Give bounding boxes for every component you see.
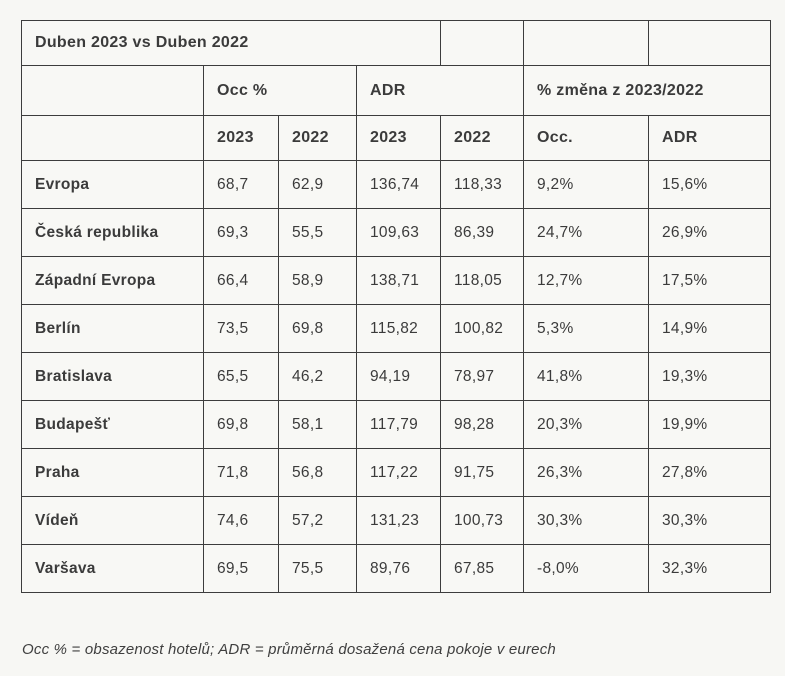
data-cell: 32,3%: [648, 544, 772, 593]
table-title-row: Duben 2023 vs Duben 2022: [20, 20, 772, 66]
table-row-ceska-republika: Česká republika 69,3 55,5 109,63 86,39 2…: [21, 208, 772, 257]
table-title: Duben 2023 vs Duben 2022: [20, 20, 442, 66]
empty-cell: [21, 115, 204, 161]
data-cell: 100,82: [440, 304, 525, 353]
data-cell: 117,79: [355, 400, 442, 449]
data-cell: 12,7%: [523, 256, 650, 305]
row-label: Česká republika: [21, 208, 204, 257]
year-header-change-adr: ADR: [648, 115, 772, 161]
group-header-occ: Occ %: [203, 65, 357, 116]
empty-cell: [21, 65, 204, 116]
group-header-adr: ADR: [355, 65, 525, 116]
table-row-viden: Vídeň 74,6 57,2 131,23 100,73 30,3% 30,3…: [21, 496, 772, 545]
data-cell: 26,9%: [648, 208, 772, 257]
row-label: Praha: [21, 448, 204, 497]
footnote: Occ % = obsazenost hotelů; ADR = průměrn…: [22, 641, 556, 658]
table-row-evropa: Evropa 68,7 62,9 136,74 118,33 9,2% 15,6…: [21, 160, 772, 209]
data-cell: 56,8: [278, 448, 357, 497]
empty-cell: [440, 20, 525, 66]
data-cell: 17,5%: [648, 256, 772, 305]
data-cell: -8,0%: [523, 544, 650, 593]
data-cell: 57,2: [278, 496, 357, 545]
data-cell: 117,22: [355, 448, 442, 497]
data-cell: 100,73: [440, 496, 525, 545]
table-row-berlin: Berlín 73,5 69,8 115,82 100,82 5,3% 14,9…: [21, 304, 772, 353]
data-cell: 109,63: [355, 208, 442, 257]
data-cell: 62,9: [278, 160, 357, 209]
data-cell: 9,2%: [523, 160, 650, 209]
year-header-occ-2023: 2023: [203, 115, 279, 161]
data-cell: 94,19: [355, 352, 442, 401]
data-cell: 14,9%: [648, 304, 772, 353]
data-cell: 71,8: [203, 448, 279, 497]
data-cell: 75,5: [278, 544, 357, 593]
data-cell: 19,3%: [648, 352, 772, 401]
data-cell: 68,7: [203, 160, 279, 209]
data-cell: 138,71: [355, 256, 442, 305]
data-cell: 58,9: [278, 256, 357, 305]
data-cell: 30,3%: [648, 496, 772, 545]
data-cell: 24,7%: [523, 208, 650, 257]
data-cell: 69,5: [203, 544, 279, 593]
data-cell: 20,3%: [523, 400, 650, 449]
data-cell: 66,4: [203, 256, 279, 305]
row-label: Vídeň: [21, 496, 204, 545]
data-cell: 69,3: [203, 208, 279, 257]
data-cell: 65,5: [203, 352, 279, 401]
group-header-row: Occ % ADR % změna z 2023/2022: [21, 65, 772, 116]
data-cell: 41,8%: [523, 352, 650, 401]
year-header-adr-2022: 2022: [440, 115, 525, 161]
data-cell: 58,1: [278, 400, 357, 449]
row-label: Bratislava: [21, 352, 204, 401]
data-cell: 26,3%: [523, 448, 650, 497]
data-cell: 74,6: [203, 496, 279, 545]
hotel-stats-table: Duben 2023 vs Duben 2022 Occ % ADR % změ…: [20, 20, 772, 593]
data-cell: 15,6%: [648, 160, 772, 209]
data-cell: 46,2: [278, 352, 357, 401]
row-label: Evropa: [21, 160, 204, 209]
table-row-zapadni-evropa: Západní Evropa 66,4 58,9 138,71 118,05 1…: [21, 256, 772, 305]
row-label: Západní Evropa: [21, 256, 204, 305]
data-cell: 67,85: [440, 544, 525, 593]
data-cell: 136,74: [355, 160, 442, 209]
data-cell: 19,9%: [648, 400, 772, 449]
data-cell: 27,8%: [648, 448, 772, 497]
data-cell: 91,75: [440, 448, 525, 497]
table-row-budapest: Budapešť 69,8 58,1 117,79 98,28 20,3% 19…: [21, 400, 772, 449]
data-cell: 86,39: [440, 208, 525, 257]
data-cell: 118,33: [440, 160, 525, 209]
data-cell: 89,76: [355, 544, 442, 593]
year-header-occ-2022: 2022: [278, 115, 357, 161]
data-cell: 55,5: [278, 208, 357, 257]
year-header-adr-2023: 2023: [355, 115, 442, 161]
row-label: Budapešť: [21, 400, 204, 449]
table-row-bratislava: Bratislava 65,5 46,2 94,19 78,97 41,8% 1…: [21, 352, 772, 401]
data-cell: 69,8: [278, 304, 357, 353]
data-cell: 78,97: [440, 352, 525, 401]
empty-cell: [523, 20, 650, 66]
data-cell: 73,5: [203, 304, 279, 353]
empty-cell: [648, 20, 772, 66]
data-cell: 30,3%: [523, 496, 650, 545]
data-cell: 98,28: [440, 400, 525, 449]
group-header-change: % změna z 2023/2022: [523, 65, 772, 116]
data-cell: 131,23: [355, 496, 442, 545]
data-cell: 5,3%: [523, 304, 650, 353]
data-cell: 118,05: [440, 256, 525, 305]
row-label: Berlín: [21, 304, 204, 353]
data-cell: 115,82: [355, 304, 442, 353]
table-row-varsava: Varšava 69,5 75,5 89,76 67,85 -8,0% 32,3…: [21, 544, 772, 593]
year-header-row: 2023 2022 2023 2022 Occ. ADR: [21, 115, 772, 161]
year-header-change-occ: Occ.: [523, 115, 650, 161]
row-label: Varšava: [21, 544, 204, 593]
data-cell: 69,8: [203, 400, 279, 449]
table-row-praha: Praha 71,8 56,8 117,22 91,75 26,3% 27,8%: [21, 448, 772, 497]
